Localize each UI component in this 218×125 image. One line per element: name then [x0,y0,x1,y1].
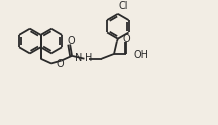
Text: N: N [75,53,83,63]
Text: OH: OH [133,50,148,60]
Text: O: O [123,34,130,44]
Text: O: O [57,59,64,69]
Text: H: H [85,53,93,63]
Text: O: O [67,36,75,46]
Text: Cl: Cl [119,1,128,11]
